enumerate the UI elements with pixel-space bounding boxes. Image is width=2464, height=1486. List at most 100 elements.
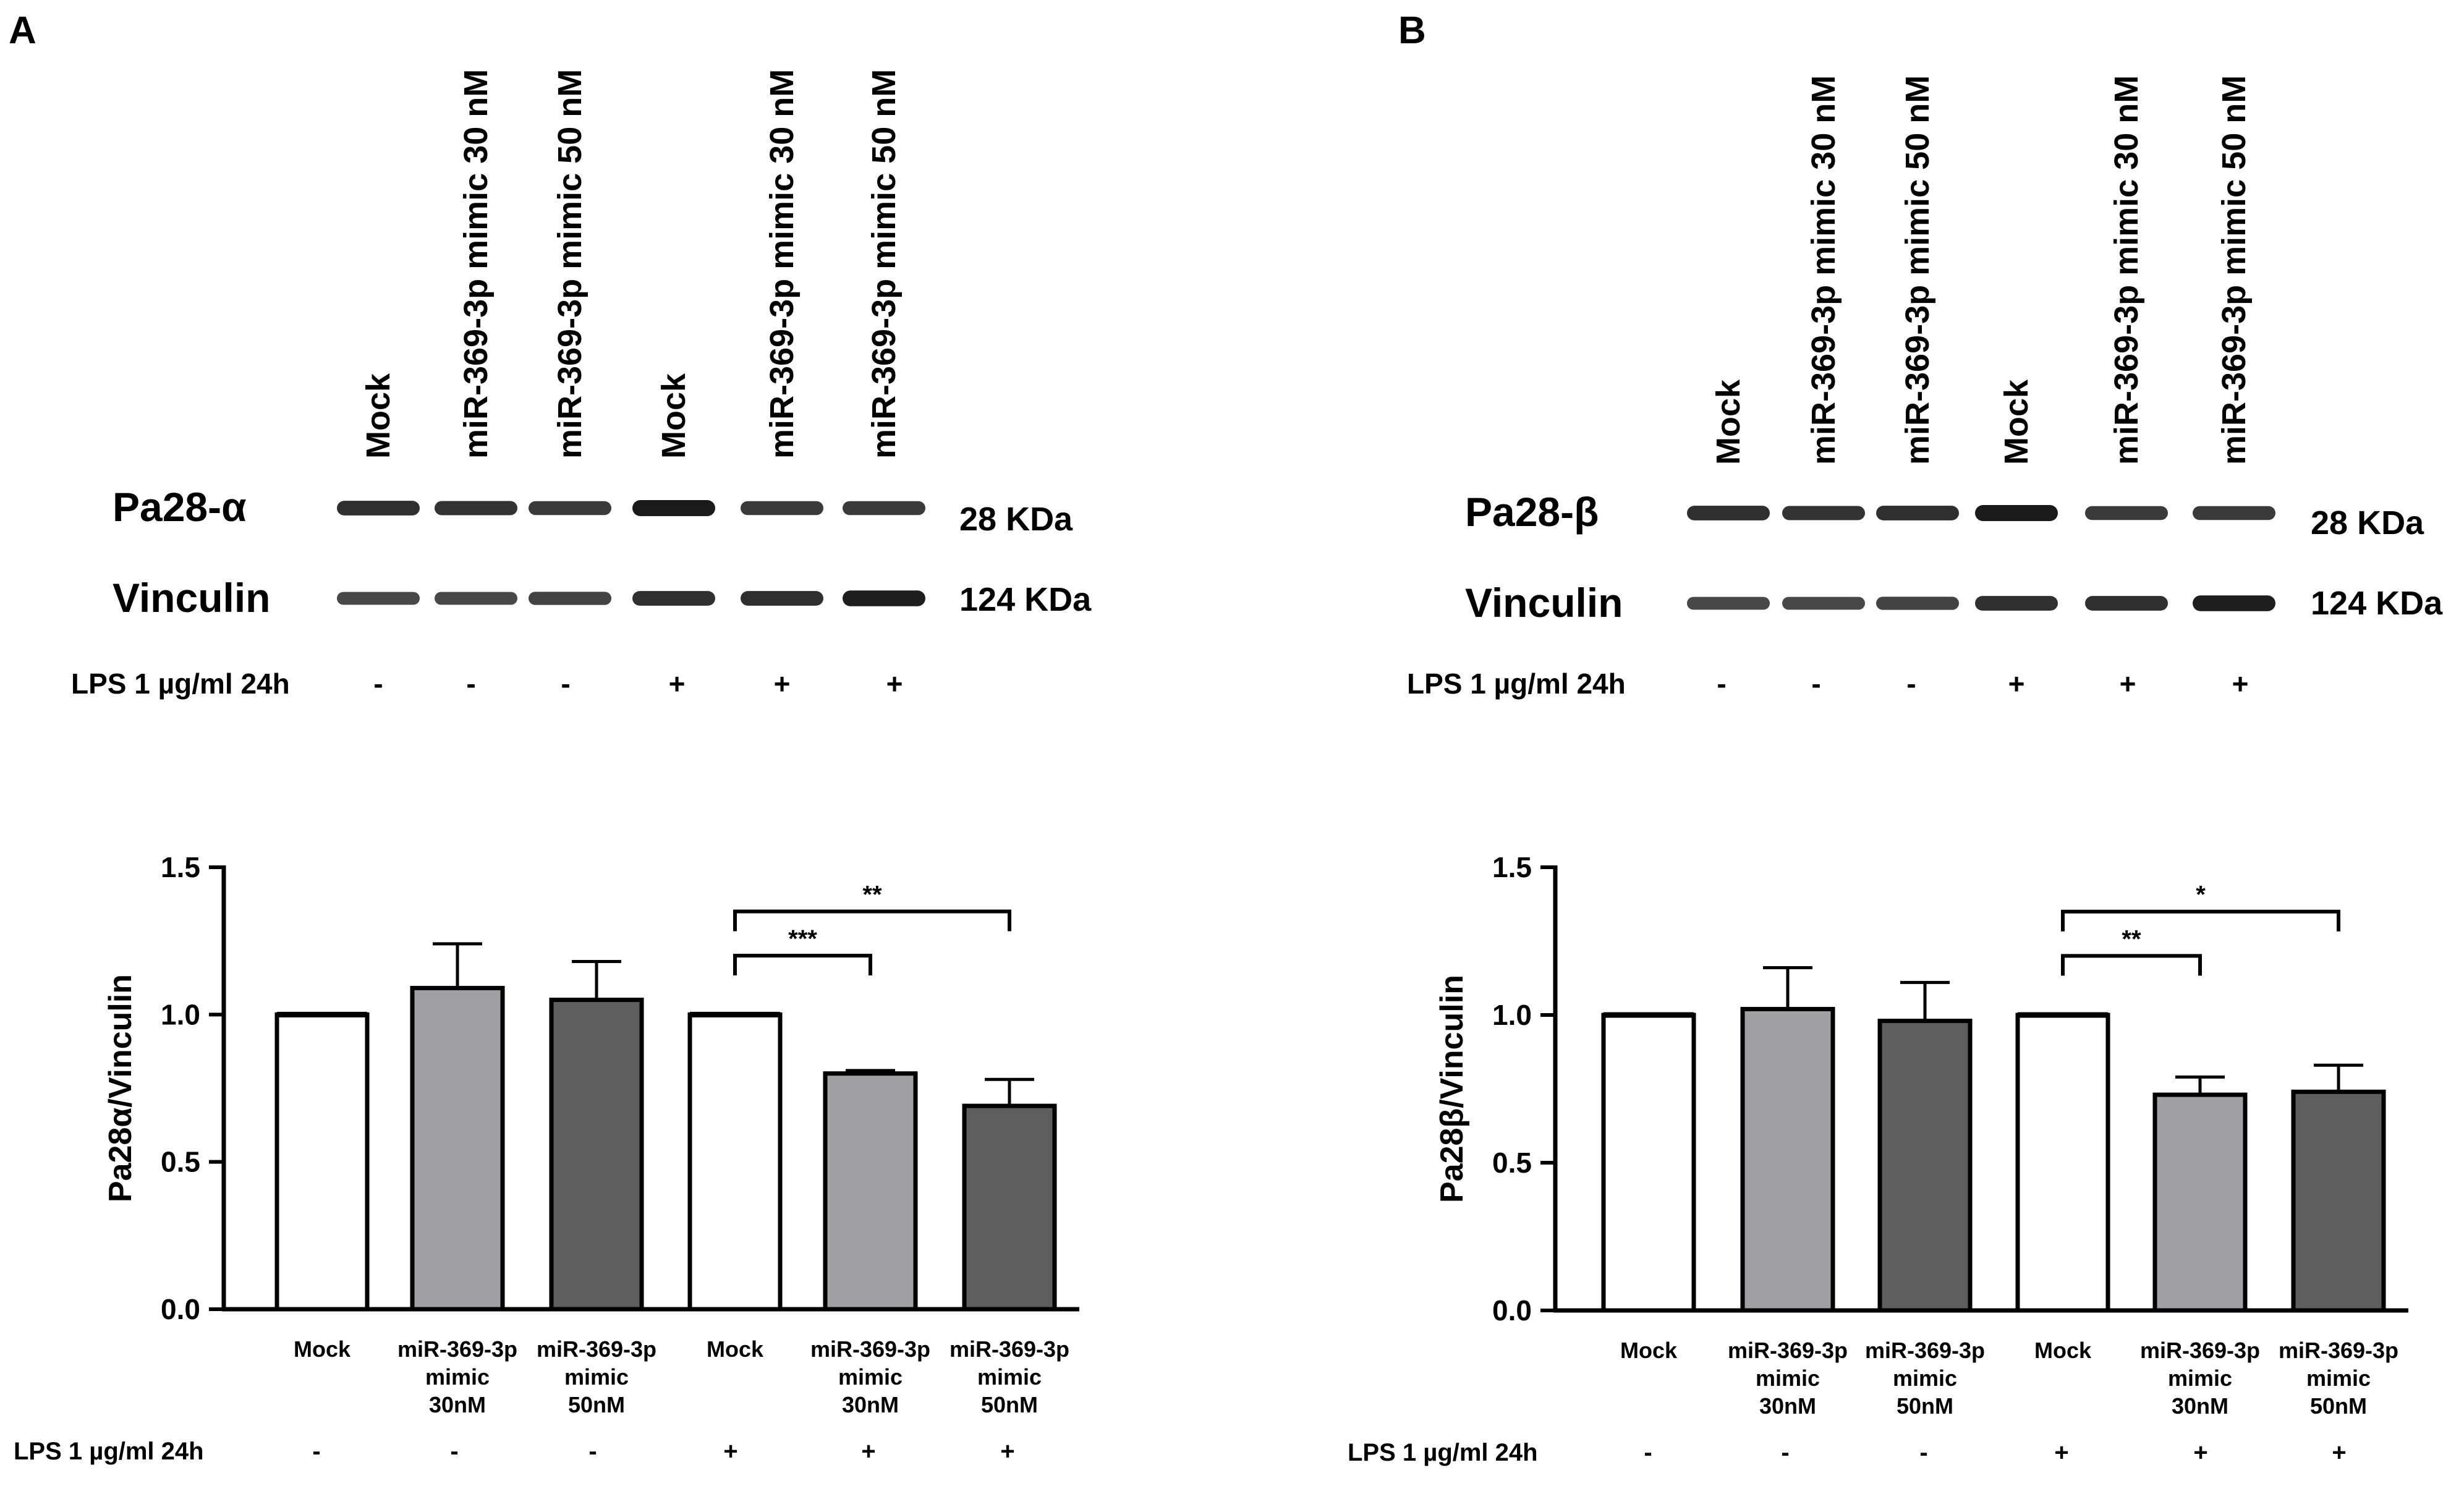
blot-band bbox=[1876, 597, 1959, 610]
category-label: 30nM bbox=[1759, 1393, 1816, 1419]
lane-label: miR-369-3p mimic 50 nM bbox=[551, 69, 588, 459]
y-tick-label: 0.5 bbox=[1492, 1147, 1532, 1179]
category-label: mimic bbox=[564, 1364, 629, 1390]
category-label: mimic bbox=[1756, 1365, 1820, 1391]
blot-lps-mark: - bbox=[1717, 668, 1726, 700]
lane-label: miR-369-3p mimic 50 nM bbox=[1899, 75, 1936, 465]
blot-band bbox=[2193, 595, 2275, 611]
blot-lps-mark: - bbox=[1906, 668, 1916, 700]
y-tick-label: 1.5 bbox=[161, 851, 200, 883]
blot-lps-mark: - bbox=[466, 668, 475, 700]
blot-band bbox=[1975, 505, 2058, 521]
panel-a: A Mock miR-369-3p mimic 30 nM miR-369-3p mi… bbox=[9, 9, 1092, 1465]
bar bbox=[2291, 1089, 2386, 1313]
lane-label: miR-369-3p mimic 30 nM bbox=[2108, 75, 2145, 465]
blot-band bbox=[529, 592, 611, 605]
bar bbox=[687, 1012, 783, 1312]
bar bbox=[823, 1071, 918, 1312]
chart-lps-label: LPS 1 µg/ml 24h bbox=[1348, 1439, 1538, 1466]
blot-band bbox=[843, 590, 925, 606]
bar bbox=[1601, 1013, 1696, 1313]
lane-label: Mock bbox=[1998, 379, 2035, 465]
bar bbox=[2152, 1092, 2248, 1313]
bar bbox=[549, 998, 644, 1312]
chart-lps-mark: - bbox=[1919, 1439, 1927, 1466]
significance-label: * bbox=[2196, 881, 2206, 909]
blot-band bbox=[337, 501, 420, 516]
blot-size-label: 124 KDa bbox=[2311, 585, 2443, 622]
significance-bracket bbox=[2061, 954, 2202, 976]
bar bbox=[1740, 1006, 1835, 1313]
blot-band bbox=[529, 501, 611, 516]
y-axis-label: Pa28α/Vinculin bbox=[103, 974, 138, 1202]
bar bbox=[2015, 1013, 2110, 1313]
blot-band bbox=[1782, 597, 1865, 610]
chart-lps-mark: + bbox=[1000, 1438, 1014, 1465]
y-tick-label: 1.5 bbox=[1492, 851, 1532, 883]
bar-chart: 0.0 0.5 1.0 1.5 Pa28α/Vinculin Mock miR-369-3p… bbox=[14, 851, 1079, 1465]
lane-label: Mock bbox=[655, 373, 692, 459]
category-label: mimic bbox=[2168, 1365, 2232, 1391]
significance-bracket bbox=[733, 954, 872, 975]
category-label: mimic bbox=[1893, 1365, 1957, 1391]
lane-label: miR-369-3p mimic 30 nM bbox=[1805, 75, 1842, 465]
lane-label: Mock bbox=[360, 373, 397, 459]
bar bbox=[274, 1012, 370, 1312]
lane-label: miR-369-3p mimic 30 nM bbox=[763, 69, 801, 459]
blot-size-label: 124 KDa bbox=[959, 581, 1092, 618]
western-blot: Mock miR-369-3p mimic 30 nM miR-369-3p mim… bbox=[71, 69, 1092, 700]
category-label: 50nM bbox=[2310, 1393, 2367, 1419]
blot-band bbox=[435, 592, 517, 605]
category-label: 30nM bbox=[429, 1392, 486, 1417]
blot-protein-label: Vinculin bbox=[113, 575, 271, 621]
category-label: Mock bbox=[2034, 1338, 2092, 1363]
category-label: miR-369-3p bbox=[810, 1336, 930, 1362]
blot-lps-label: LPS 1 µg/ml 24h bbox=[71, 668, 290, 700]
significance-label: ** bbox=[862, 881, 882, 909]
category-label: Mock bbox=[1620, 1338, 1678, 1363]
bar bbox=[410, 985, 505, 1312]
western-blot: Mock miR-369-3p mimic 30 nM miR-369-3p mim… bbox=[1407, 75, 2443, 700]
blot-protein-label: Pa28-β bbox=[1465, 489, 1599, 535]
chart-lps-mark: + bbox=[2054, 1439, 2068, 1466]
chart-lps-mark: - bbox=[312, 1438, 320, 1465]
y-axis-label: Pa28β/Vinculin bbox=[1434, 975, 1470, 1203]
lane-label: Mock bbox=[1710, 379, 1747, 465]
category-label: mimic bbox=[838, 1364, 903, 1390]
category-label: 30nM bbox=[2172, 1393, 2228, 1419]
significance-bracket bbox=[2061, 909, 2340, 932]
significance-bracket bbox=[733, 909, 1011, 932]
lane-label: miR-369-3p mimic 50 nM bbox=[865, 69, 903, 459]
blot-lps-mark: - bbox=[561, 668, 570, 700]
y-tick-label: 0.0 bbox=[1492, 1294, 1532, 1327]
y-tick-label: 0.5 bbox=[161, 1146, 200, 1178]
blot-lps-mark: - bbox=[1811, 668, 1820, 700]
blot-lps-mark: - bbox=[373, 668, 383, 700]
blot-band bbox=[843, 501, 925, 516]
chart-lps-mark: - bbox=[450, 1438, 458, 1465]
blot-lps-mark: + bbox=[886, 668, 903, 700]
category-label: 50nM bbox=[1897, 1393, 1953, 1419]
y-tick-label: 1.0 bbox=[1492, 999, 1532, 1031]
y-tick-label: 1.0 bbox=[161, 998, 200, 1030]
bar bbox=[1877, 1019, 1973, 1313]
blot-protein-label: Pa28-α bbox=[113, 484, 247, 530]
category-label: miR-369-3p bbox=[397, 1336, 517, 1362]
significance-label: *** bbox=[788, 925, 817, 953]
category-label: miR-369-3p bbox=[949, 1336, 1069, 1362]
category-label: Mock bbox=[294, 1336, 351, 1362]
category-label: miR-369-3p bbox=[1865, 1338, 1985, 1363]
blot-band bbox=[632, 500, 715, 516]
blot-band bbox=[2085, 596, 2168, 611]
chart-lps-mark: - bbox=[1781, 1439, 1789, 1466]
blot-band bbox=[632, 591, 715, 606]
blot-lps-mark: + bbox=[774, 668, 791, 700]
category-label: Mock bbox=[707, 1336, 764, 1362]
blot-band bbox=[741, 501, 823, 516]
blot-band bbox=[1782, 506, 1865, 520]
blot-band bbox=[741, 591, 823, 606]
y-tick-label: 0.0 bbox=[161, 1293, 200, 1325]
bar bbox=[962, 1103, 1057, 1312]
chart-lps-mark: - bbox=[1644, 1439, 1652, 1466]
